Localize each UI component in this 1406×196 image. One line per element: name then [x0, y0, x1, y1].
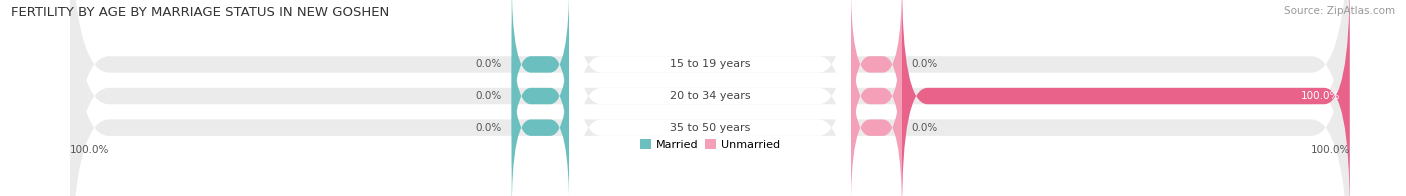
Text: FERTILITY BY AGE BY MARRIAGE STATUS IN NEW GOSHEN: FERTILITY BY AGE BY MARRIAGE STATUS IN N…: [11, 6, 389, 19]
Text: 35 to 50 years: 35 to 50 years: [669, 123, 751, 133]
Text: Source: ZipAtlas.com: Source: ZipAtlas.com: [1284, 6, 1395, 16]
FancyBboxPatch shape: [512, 9, 569, 183]
FancyBboxPatch shape: [512, 0, 569, 151]
Text: 100.0%: 100.0%: [70, 145, 110, 155]
FancyBboxPatch shape: [851, 41, 903, 196]
FancyBboxPatch shape: [70, 0, 1350, 196]
Text: 20 to 34 years: 20 to 34 years: [669, 91, 751, 101]
Text: 0.0%: 0.0%: [911, 123, 938, 133]
Text: 100.0%: 100.0%: [1301, 91, 1340, 101]
Text: 0.0%: 0.0%: [475, 59, 502, 69]
FancyBboxPatch shape: [70, 0, 1350, 196]
Legend: Married, Unmarried: Married, Unmarried: [636, 135, 785, 154]
Text: 100.0%: 100.0%: [1310, 145, 1350, 155]
FancyBboxPatch shape: [569, 0, 851, 196]
FancyBboxPatch shape: [851, 0, 903, 151]
FancyBboxPatch shape: [70, 0, 1350, 196]
Text: 15 to 19 years: 15 to 19 years: [669, 59, 751, 69]
Text: 0.0%: 0.0%: [475, 91, 502, 101]
FancyBboxPatch shape: [569, 0, 851, 196]
Text: 0.0%: 0.0%: [911, 59, 938, 69]
FancyBboxPatch shape: [851, 9, 903, 183]
FancyBboxPatch shape: [569, 0, 851, 196]
Text: 0.0%: 0.0%: [475, 123, 502, 133]
FancyBboxPatch shape: [903, 0, 1350, 196]
FancyBboxPatch shape: [512, 41, 569, 196]
